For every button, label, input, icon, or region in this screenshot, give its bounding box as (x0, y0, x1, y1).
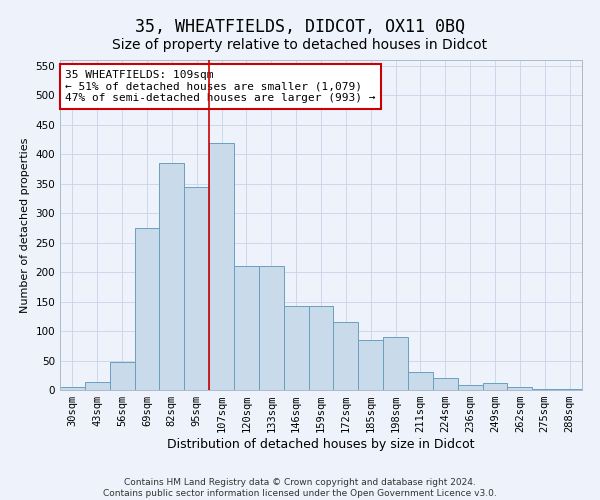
Bar (482, 383, 508, 390)
Text: Size of property relative to detached houses in Didcot: Size of property relative to detached ho… (112, 38, 488, 52)
Bar (110, 362, 134, 390)
Bar (508, 387, 532, 390)
X-axis label: Distribution of detached houses by size in Didcot: Distribution of detached houses by size … (167, 438, 475, 451)
Text: Contains HM Land Registry data © Crown copyright and database right 2024.
Contai: Contains HM Land Registry data © Crown c… (103, 478, 497, 498)
Bar (259, 266, 284, 390)
Bar (308, 306, 334, 390)
Bar (85, 382, 110, 390)
Text: 35, WHEATFIELDS, DIDCOT, OX11 0BQ: 35, WHEATFIELDS, DIDCOT, OX11 0BQ (135, 18, 465, 36)
Bar (408, 372, 433, 390)
Bar (184, 186, 209, 390)
Text: 35 WHEATFIELDS: 109sqm
← 51% of detached houses are smaller (1,079)
47% of semi-: 35 WHEATFIELDS: 109sqm ← 51% of detached… (65, 70, 376, 103)
Bar (532, 389, 557, 390)
Y-axis label: Number of detached properties: Number of detached properties (20, 138, 30, 312)
Bar (358, 340, 383, 390)
Bar (433, 378, 458, 390)
Bar (334, 322, 358, 390)
Bar (458, 386, 482, 390)
Bar (383, 337, 408, 390)
Bar (134, 228, 160, 390)
Bar (160, 163, 184, 390)
Bar (209, 142, 234, 390)
Bar (284, 306, 308, 390)
Bar (60, 387, 85, 390)
Bar (234, 266, 259, 390)
Bar (557, 389, 582, 390)
